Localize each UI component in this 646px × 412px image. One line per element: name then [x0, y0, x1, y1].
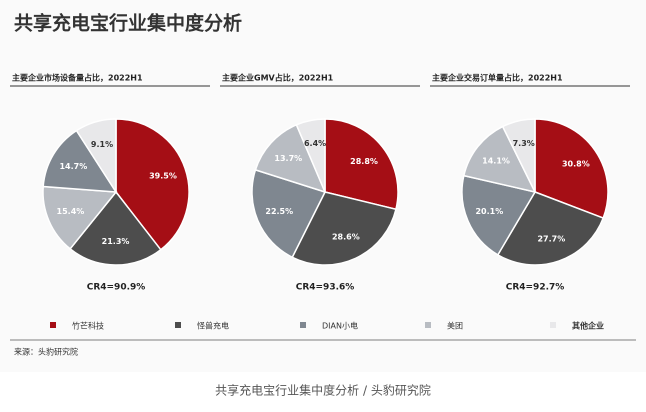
pie-slice: [295, 118, 326, 193]
pie-slice: [534, 118, 609, 219]
pie-slice: [254, 123, 327, 194]
legend-label: DIAN小电: [322, 321, 358, 331]
pie-slice: [42, 129, 118, 193]
slice-label: 14.1%: [482, 157, 510, 166]
chart-title: 主要企业市场设备量占比，2022H1: [12, 73, 143, 83]
slice-label: 30.8%: [562, 159, 590, 168]
legend-swatch: [300, 322, 306, 328]
cr4-label: CR4=92.7%: [506, 283, 565, 293]
legend-swatch: [50, 322, 56, 328]
pie-slice: [69, 190, 162, 266]
page-title: 共享充电宝行业集中度分析: [14, 12, 242, 35]
cr4-label: CR4=90.9%: [87, 283, 146, 293]
slice-label: 9.1%: [91, 140, 113, 149]
slice-label: 20.1%: [475, 207, 503, 216]
pie-slice: [251, 168, 327, 259]
slice-label: 27.7%: [537, 234, 565, 243]
pie-slice: [42, 185, 118, 250]
slice-label: 13.7%: [274, 154, 302, 163]
slice-label: 28.8%: [350, 157, 378, 166]
pie-slice: [501, 118, 536, 193]
legend-swatch: [425, 322, 431, 328]
slice-label: 21.3%: [102, 237, 130, 246]
legend-label: 美团: [447, 321, 463, 331]
slice-label: 39.5%: [149, 171, 177, 180]
slice-label: 6.4%: [304, 139, 326, 148]
cr4-label: CR4=93.6%: [296, 283, 355, 293]
source: 来源：头豹研究院: [14, 347, 78, 357]
pie-slice: [462, 125, 537, 194]
chart-title: 主要企业GMV占比，2022H1: [222, 73, 334, 83]
pie-slice: [291, 191, 397, 266]
pie-slice: [461, 174, 537, 256]
legend-label: 竹芒科技: [72, 321, 104, 331]
pie-slice: [75, 118, 117, 195]
legend-swatch: [550, 322, 556, 328]
slice-label: 22.5%: [265, 207, 293, 216]
pie-slice: [115, 118, 190, 251]
pie-slice: [496, 191, 605, 266]
chart-title: 主要企业交易订单量占比，2022H1: [432, 73, 563, 83]
slice-label: 7.3%: [513, 139, 535, 148]
slice-label: 28.6%: [332, 233, 360, 242]
caption: 共享充电宝行业集中度分析 / 头豹研究院: [215, 383, 431, 398]
slice-label: 15.4%: [57, 207, 85, 216]
slice-label: 14.7%: [59, 162, 87, 171]
legend-swatch: [175, 322, 181, 328]
pie-slice: [324, 118, 399, 211]
legend-label: 其他企业: [572, 321, 604, 331]
legend-label: 怪兽充电: [197, 321, 229, 331]
